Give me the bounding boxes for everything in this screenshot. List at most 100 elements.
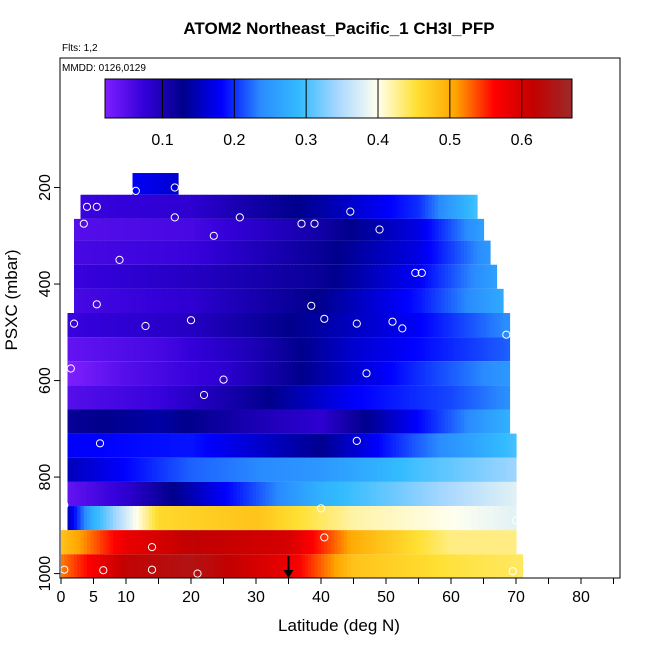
heatmap-cell [204,218,208,241]
heatmap-cell [324,288,329,313]
heatmap-cell [493,361,498,386]
heatmap-cell [480,457,485,482]
heatmap-cell [467,506,472,531]
heatmap-cell [337,385,342,410]
heatmap-cell [490,313,494,338]
heatmap-cell [408,288,413,313]
heatmap-cell [418,337,423,362]
heatmap-cell [298,194,303,219]
heatmap-cell [425,194,429,219]
heatmap-cell [119,506,124,531]
heatmap-cell [379,288,384,313]
heatmap-cell [249,409,254,434]
heatmap-cell [480,337,485,362]
heatmap-cell [327,337,332,362]
heatmap-cell [282,385,286,410]
heatmap-cell [340,240,345,265]
heatmap-cell [509,481,514,507]
heatmap-cell [103,313,108,338]
heatmap-cell [360,218,364,241]
heatmap-cell [246,506,251,531]
heatmap-cell [265,457,270,482]
heatmap-cell [256,481,260,507]
heatmap-cell [239,481,244,507]
heatmap-cell [168,194,173,219]
heatmap-cell [347,481,351,507]
heatmap-cell [148,194,153,219]
heatmap-cell [184,457,189,482]
heatmap-cell [447,240,452,265]
heatmap-cell [278,433,283,458]
heatmap-cell [373,530,377,555]
heatmap-cell [412,457,416,482]
heatmap-cell [226,409,231,434]
heatmap-cell [256,194,260,219]
heatmap-cell [106,240,111,265]
heatmap-cell [441,194,446,219]
heatmap-cell [96,481,101,507]
heatmap-cell [246,457,251,482]
heatmap-cell [109,433,114,458]
heatmap-cell [473,337,478,362]
heatmap-cell [106,457,111,482]
heatmap-cell [191,457,195,482]
heatmap-cell [392,337,397,362]
heatmap-cell [369,457,374,482]
heatmap-cell [223,481,228,507]
heatmap-cell [291,457,296,482]
heatmap-cell [83,218,88,241]
heatmap-cell [259,337,264,362]
heatmap-cell [256,218,260,241]
heatmap-cell [64,530,69,555]
heatmap-cell [275,457,280,482]
heatmap-cell [366,240,371,265]
heatmap-cell [139,506,143,531]
heatmap-cell [210,288,215,313]
heatmap-cell [441,288,446,313]
heatmap-cell [363,409,368,434]
heatmap-cell [278,218,283,241]
heatmap-cell [350,506,355,531]
x-tick-label: 10 [117,589,135,606]
heatmap-cell [184,433,189,458]
heatmap-cell [327,361,332,386]
heatmap-cell [369,194,374,219]
heatmap-cell [132,433,137,458]
heatmap-cell [350,264,355,289]
heatmap-cell [265,288,270,313]
heatmap-cell [74,506,78,531]
heatmap-cell [314,361,319,386]
heatmap-cell [327,264,332,289]
latitude-arrow [283,556,294,578]
heatmap-cell [171,218,176,241]
heatmap-cell [337,288,342,313]
heatmap-cell [317,337,322,362]
heatmap-cell [350,361,355,386]
heatmap-cell [460,288,465,313]
heatmap-cell [353,530,358,555]
heatmap-cell [249,337,254,362]
heatmap-cell [100,240,104,265]
heatmap-cell [246,194,251,219]
heatmap-cell [460,554,465,578]
heatmap-cell [74,481,78,507]
heatmap-cell [477,530,481,555]
heatmap-cell [395,554,400,578]
heatmap-cell [321,313,325,338]
heatmap-cell [363,194,368,219]
heatmap-cell [70,530,75,555]
heatmap-cell [220,433,225,458]
heatmap-cell [269,409,273,434]
heatmap-cell [113,337,117,362]
heatmap-cell [207,506,212,531]
heatmap-cell [122,554,127,578]
heatmap-cell [213,240,218,265]
heatmap-cell [405,457,410,482]
heatmap-cell [181,218,186,241]
heatmap-cell [434,554,439,578]
colorbar-tick-label: 0.5 [439,132,461,149]
heatmap-cell [473,409,478,434]
heatmap-cell [106,264,111,289]
heatmap-cell [454,506,459,531]
heatmap-cell [285,554,290,578]
